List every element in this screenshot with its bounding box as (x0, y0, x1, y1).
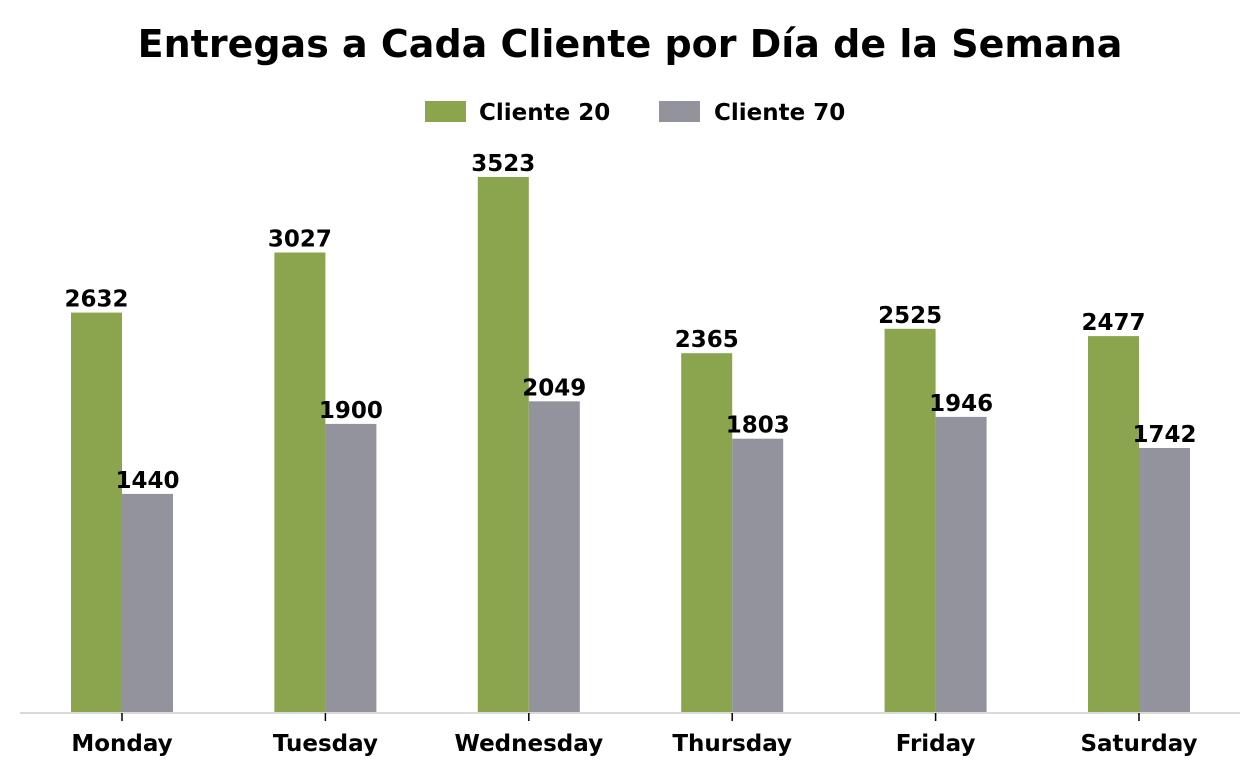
bar-cliente-70-tuesday (325, 423, 377, 713)
bar-cliente-70-wednesday (528, 401, 580, 713)
x-tick-label-monday: Monday (71, 731, 172, 757)
bar-cliente-70-saturday (1139, 448, 1190, 713)
data-label-cliente-70-saturday: 1742 (1132, 422, 1196, 448)
data-label-cliente-20-wednesday: 3523 (471, 151, 535, 177)
data-label-cliente-70-thursday: 1803 (726, 413, 790, 439)
plot-area: 2632 1440 3027 1900 3523 2049 2365 1803 2525 1946… (64, 151, 1197, 713)
legend-swatch-cliente-70 (659, 101, 700, 122)
legend: Cliente 20 Cliente 70 (425, 100, 845, 126)
data-label-cliente-70-monday: 1440 (115, 468, 179, 494)
bar-cliente-20-friday (884, 328, 936, 713)
legend-swatch-cliente-20 (425, 101, 466, 122)
x-tick-label-tuesday: Tuesday (273, 731, 378, 757)
data-label-cliente-70-tuesday: 1900 (319, 398, 383, 424)
bar-cliente-20-tuesday (274, 252, 326, 713)
data-label-cliente-20-tuesday: 3027 (268, 227, 332, 253)
bar-cliente-20-thursday (681, 353, 733, 713)
bar-cliente-20-saturday (1088, 336, 1139, 713)
bar-cliente-20-monday (71, 312, 122, 713)
x-tick-label-wednesday: Wednesday (455, 731, 604, 757)
bar-cliente-70-thursday (732, 438, 784, 713)
x-tick-label-friday: Friday (896, 731, 976, 757)
data-label-cliente-70-wednesday: 2049 (522, 375, 586, 401)
data-label-cliente-20-saturday: 2477 (1081, 310, 1145, 336)
data-label-cliente-20-friday: 2525 (878, 303, 942, 329)
data-label-cliente-70-friday: 1946 (929, 391, 993, 417)
x-tick-label-saturday: Saturday (1080, 731, 1197, 757)
bar-cliente-20-wednesday (477, 177, 529, 713)
data-label-cliente-20-monday: 2632 (64, 287, 128, 313)
chart-title: Entregas a Cada Cliente por Día de la Se… (138, 22, 1123, 66)
x-tick-label-thursday: Thursday (672, 731, 792, 757)
bar-cliente-70-friday (935, 416, 987, 713)
data-label-cliente-20-thursday: 2365 (675, 327, 739, 353)
x-axis-ticks: Monday Tuesday Wednesday Thursday Friday Satu… (71, 713, 1198, 757)
legend-label-cliente-70: Cliente 70 (714, 100, 845, 126)
bar-cliente-70-monday (122, 493, 173, 713)
legend-label-cliente-20: Cliente 20 (479, 100, 610, 126)
